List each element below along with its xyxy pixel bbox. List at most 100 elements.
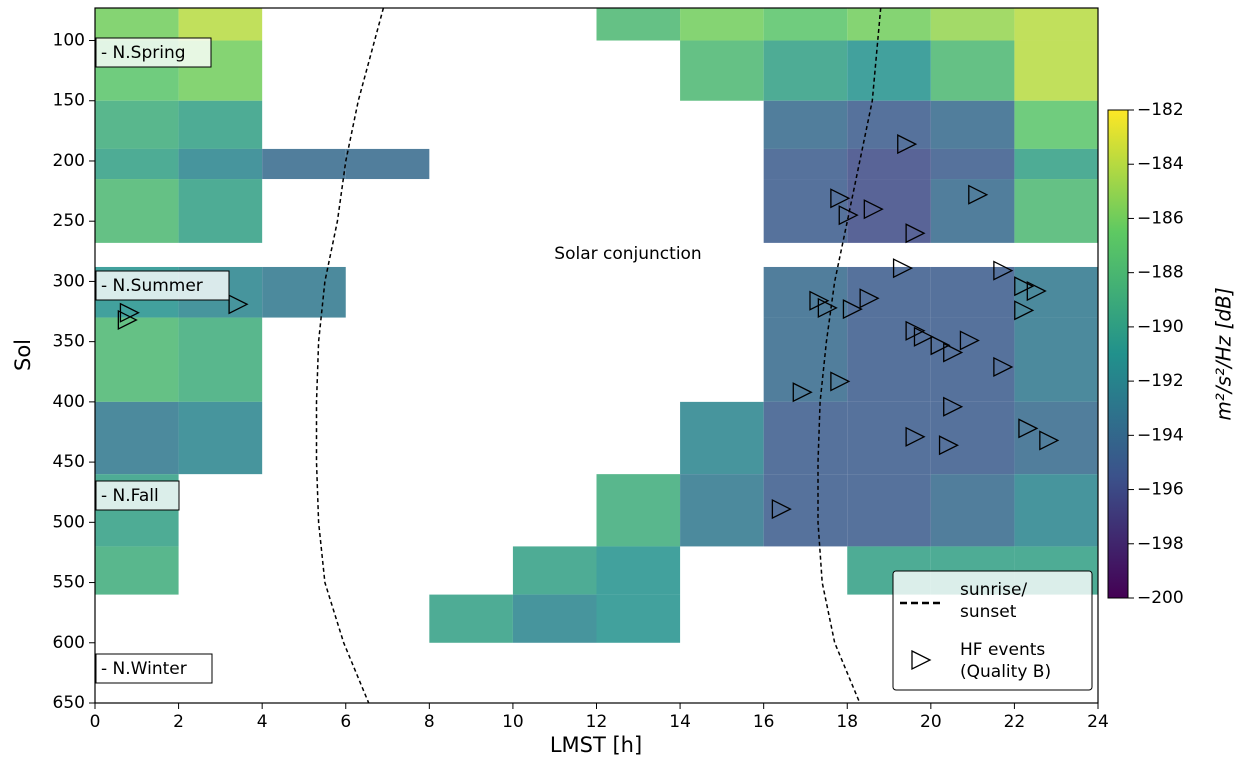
hf-event-marker <box>959 330 980 351</box>
colorbar <box>1107 109 1129 599</box>
annotation: - N.Winter <box>101 659 187 679</box>
x-tick-label: 0 <box>90 712 101 732</box>
x-tick-label: 8 <box>424 712 435 732</box>
heatmap-cell <box>512 546 597 595</box>
hf-event-marker <box>943 396 964 417</box>
x-tick-label: 18 <box>836 712 858 732</box>
y-tick-label: 600 <box>53 633 85 653</box>
heatmap-cell <box>847 8 931 41</box>
heatmap-cell <box>763 474 848 547</box>
hf-event-marker <box>1014 300 1035 321</box>
hf-event-marker <box>842 299 863 320</box>
annotation: - N.Fall <box>101 486 159 506</box>
x-tick-label: 22 <box>1004 712 1026 732</box>
heatmap-cell <box>847 40 931 101</box>
heatmap-cell <box>1014 8 1098 41</box>
x-tick-label: 6 <box>340 712 351 732</box>
plot-overlay <box>117 7 1060 704</box>
heatmap-cell <box>178 148 263 180</box>
x-tick-label: 20 <box>920 712 942 732</box>
heatmap-cell <box>95 401 179 475</box>
heatmap-cell <box>596 546 681 595</box>
hf-event-marker <box>859 288 880 309</box>
hf-event-marker <box>1018 418 1039 439</box>
heatmap-cell <box>262 266 346 318</box>
hf-event-marker <box>838 205 859 226</box>
heatmap-cell <box>847 317 931 402</box>
y-tick-label: 400 <box>53 392 85 412</box>
x-tick-label: 24 <box>1087 712 1109 732</box>
heatmap-cell <box>1014 474 1098 547</box>
colorbar-label: m²/s²/Hz [dB] <box>1212 287 1236 420</box>
sunrise-sunset-line <box>315 7 882 704</box>
heatmap-cell <box>680 474 764 547</box>
hf-event-marker <box>1014 276 1035 297</box>
heatmap-cell <box>596 8 681 41</box>
heatmap-cell <box>596 474 681 547</box>
heatmap-cell <box>95 546 179 595</box>
heatmap-cell <box>178 100 263 149</box>
heatmap-cell <box>178 401 263 475</box>
heatmap-cell <box>512 594 597 643</box>
colorbar-tick-label: −190 <box>1137 317 1184 337</box>
hf-event-marker <box>817 297 838 318</box>
y-tick-label: 300 <box>53 271 85 291</box>
hf-event-marker <box>905 426 926 447</box>
heatmap-cell <box>763 8 848 41</box>
heatmap-cell <box>1014 266 1098 318</box>
heatmap-cell <box>680 40 764 101</box>
colorbar-tick-label: −196 <box>1137 480 1184 500</box>
y-tick-label: 450 <box>53 452 85 472</box>
hf-event-marker <box>830 188 851 209</box>
hf-event-marker <box>892 258 914 279</box>
heatmap-cell <box>763 401 848 475</box>
y-tick-label: 550 <box>53 573 85 593</box>
hf-event-marker <box>830 371 851 392</box>
colorbar-tick-label: −188 <box>1137 263 1184 283</box>
x-tick-label: 12 <box>586 712 608 732</box>
annotation: Solar conjunction <box>554 244 701 264</box>
heatmap-cell <box>345 148 430 180</box>
legend-label: sunrise/sunset <box>960 580 1027 622</box>
y-tick-label: 350 <box>53 332 85 352</box>
hf-event-marker <box>897 134 918 155</box>
heatmap-cell <box>763 317 848 402</box>
heatmap-cell <box>930 474 1015 547</box>
heatmap-cell <box>1014 100 1098 149</box>
heatmap-cell <box>95 179 179 243</box>
colorbar-tick-label: −192 <box>1137 371 1184 391</box>
annotation-box <box>95 270 230 301</box>
heatmap-cell <box>930 40 1015 101</box>
colorbar-tick-label: −182 <box>1137 100 1184 120</box>
x-tick-label: 14 <box>669 712 691 732</box>
y-tick-label: 100 <box>53 31 85 51</box>
colorbar-tick-label: −198 <box>1137 534 1184 554</box>
hf-event-marker <box>993 356 1014 377</box>
hf-event-marker <box>943 342 964 363</box>
hf-event-marker <box>968 184 989 205</box>
x-tick-label: 10 <box>502 712 524 732</box>
hf-event-marker <box>771 499 792 520</box>
y-axis-label: Sol <box>11 339 35 371</box>
heatmap-cell <box>847 474 931 547</box>
hf-event-marker <box>905 223 926 244</box>
heatmap-cell <box>930 266 1015 318</box>
hf-event-marker <box>938 435 960 456</box>
heatmap-cell <box>95 148 179 180</box>
heatmap-cell <box>95 8 179 41</box>
heatmap-cell <box>1014 40 1098 101</box>
hf-event-marker <box>993 260 1014 281</box>
heatmap-cell <box>763 100 848 149</box>
heatmap-cell <box>680 401 764 475</box>
hf-event-marker <box>1039 430 1060 451</box>
heatmap <box>95 8 1098 643</box>
hf-event-marker <box>913 326 934 347</box>
x-tick-label: 16 <box>753 712 775 732</box>
annotation-box <box>95 480 180 511</box>
hf-event-marker <box>117 309 138 331</box>
heatmap-cell <box>763 266 848 318</box>
annotation-box <box>95 37 212 68</box>
y-tick-label: 650 <box>53 693 85 713</box>
y-tick-label: 200 <box>53 151 85 171</box>
